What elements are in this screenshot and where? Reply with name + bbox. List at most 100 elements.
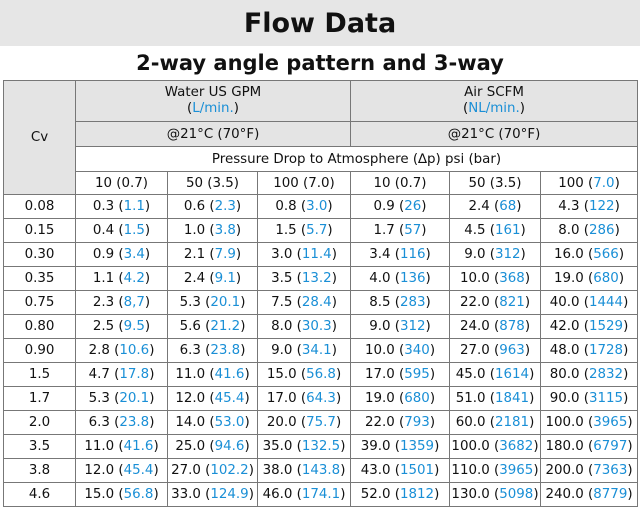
pressure-psi: 10 ( (94, 175, 122, 191)
flow-cell: 19.0 (680) (350, 386, 450, 411)
flow-cell: 35.0 (132.5) (257, 434, 351, 459)
water-header-unit: (L/min.) (187, 101, 239, 116)
flow-metric: 45.4 (123, 463, 154, 478)
flow-cell: 5.3 (20.1) (75, 386, 168, 411)
flow-imperial: 16.0 ( (553, 247, 594, 262)
flow-cell: 39.0 (1359) (350, 434, 450, 459)
flow-imperial: 9.0 ( (271, 343, 302, 358)
flow-cell: 0.3 (1.1) (75, 194, 168, 219)
flow-cell: 0.9 (3.4) (75, 242, 168, 267)
flow-cell: 3.5 (13.2) (257, 266, 351, 291)
flow-metric: 17.8 (119, 367, 150, 382)
flow-cell: 1.7 (57) (350, 218, 450, 243)
flow-cell: 9.0 (312) (350, 314, 450, 339)
cv-value: 3.8 (3, 458, 76, 483)
pressure-col-header: 50 (3.5) (449, 171, 541, 195)
flow-metric: 57 (404, 223, 422, 238)
flow-metric: 1359 (399, 439, 435, 454)
pressure-bar: 3.5 (212, 175, 234, 191)
flow-cell: 3.4 (116) (350, 242, 450, 267)
flow-metric: 102.2 (210, 463, 249, 478)
flow-metric: 94.6 (214, 439, 245, 454)
flow-metric: 3.8 (214, 223, 236, 238)
flow-cell: 0.6 (2.3) (167, 194, 258, 219)
pressure-bar: 3.5 (495, 175, 517, 191)
flow-imperial: 4.0 ( (369, 271, 400, 286)
table-row: 2.0 6.3 (23.8) 14.0 (53.0) 20.0 (75.7) 22.0 … (3, 410, 639, 435)
flow-cell: 9.0 (312) (449, 242, 541, 267)
flow-imperial: 180.0 ( (545, 439, 594, 454)
air-header-unit: (NL/min.) (463, 101, 525, 116)
flow-cell: 80.0 (2832) (539, 362, 639, 387)
flow-metric: 75.7 (306, 415, 336, 430)
flow-imperial: 1.5 ( (275, 223, 307, 238)
flow-imperial: 5.6 ( (179, 319, 211, 334)
flow-imperial: 7.5 ( (271, 295, 302, 310)
cv-value: 0.80 (3, 314, 76, 339)
flow-metric: 878 (499, 319, 525, 334)
flow-imperial: 52.0 ( (360, 487, 400, 502)
flow-metric: 1728 (589, 343, 624, 358)
flow-metric: 122 (589, 199, 615, 214)
flow-metric: 680 (404, 391, 430, 406)
flow-cell: 12.0 (45.4) (75, 458, 168, 483)
flow-cell: 4.5 (161) (449, 218, 541, 243)
cv-value: 0.30 (3, 242, 76, 267)
flow-imperial: 27.0 ( (171, 463, 211, 478)
flow-imperial: 14.0 ( (175, 415, 215, 430)
flow-cell: 10.0 (368) (449, 266, 541, 291)
flow-imperial: 0.4 ( (92, 223, 124, 238)
flow-cell: 4.3 (122) (539, 194, 639, 219)
flow-imperial: 42.0 ( (549, 319, 589, 334)
flow-metric: 3.0 (306, 199, 328, 214)
flow-metric: 595 (404, 367, 430, 382)
flow-metric: 821 (499, 295, 525, 310)
flow-metric: 3115 (589, 391, 624, 406)
pressure-col-header: 10 (0.7) (75, 171, 168, 195)
flow-metric: 793 (404, 415, 430, 430)
flow-cell: 2.4 (9.1) (167, 266, 258, 291)
flow-metric: 20.1 (210, 295, 241, 310)
flow-metric: 340 (404, 343, 430, 358)
pressure-bar: 7.0 (593, 175, 615, 191)
flow-cell: 0.9 (26) (350, 194, 450, 219)
flow-imperial: 24.0 ( (459, 319, 500, 334)
flow-cell: 6.3 (23.8) (167, 338, 258, 363)
flow-cell: 2.4 (68) (449, 194, 541, 219)
flow-metric: 2181 (494, 415, 530, 430)
flow-imperial: 19.0 ( (553, 271, 594, 286)
flow-imperial: 240.0 ( (545, 487, 594, 502)
cv-header-label: Cv (30, 130, 49, 145)
flow-imperial: 11.0 ( (84, 439, 124, 454)
flow-imperial: 6.3 ( (179, 343, 211, 358)
flow-cell: 24.0 (878) (449, 314, 541, 339)
flow-imperial: 0.3 ( (92, 199, 124, 214)
flow-imperial: 1.1 ( (92, 271, 124, 286)
flow-cell: 19.0 (680) (539, 266, 639, 291)
flow-cell: 15.0 (56.8) (75, 482, 168, 507)
flow-metric: 64.3 (306, 391, 336, 406)
flow-imperial: 2.8 ( (88, 343, 120, 358)
table-row: 3.5 11.0 (41.6) 25.0 (94.6) 35.0 (132.5) 39.… (3, 434, 639, 459)
flow-metric: 10.6 (119, 343, 150, 358)
flow-imperial: 17.0 ( (266, 391, 307, 406)
flow-cell: 60.0 (2181) (449, 410, 541, 435)
flow-cell: 130.0 (5098) (449, 482, 541, 507)
pressure-psi: 100 ( (273, 175, 309, 191)
flow-metric: 174.1 (301, 487, 341, 502)
flow-imperial: 10.0 ( (459, 271, 500, 286)
flow-cell: 16.0 (566) (539, 242, 639, 267)
table-row: 0.90 2.8 (10.6) 6.3 (23.8) 9.0 (34.1) 10.0 (… (3, 338, 639, 363)
flow-imperial: 45.0 ( (455, 367, 495, 382)
flow-metric: 7.9 (214, 247, 236, 262)
cv-value: 1.7 (3, 386, 76, 411)
flow-imperial: 39.0 ( (360, 439, 400, 454)
flow-imperial: 15.0 ( (266, 367, 307, 382)
flow-cell: 17.0 (64.3) (257, 386, 351, 411)
flow-metric: 41.6 (214, 367, 245, 382)
flow-cell: 48.0 (1728) (539, 338, 639, 363)
flow-metric: 45.4 (214, 391, 245, 406)
flow-cell: 4.0 (136) (350, 266, 450, 291)
flow-metric: 23.8 (210, 343, 241, 358)
table-row: 0.30 0.9 (3.4) 2.1 (7.9) 3.0 (11.4) 3.4 (116… (3, 242, 639, 267)
